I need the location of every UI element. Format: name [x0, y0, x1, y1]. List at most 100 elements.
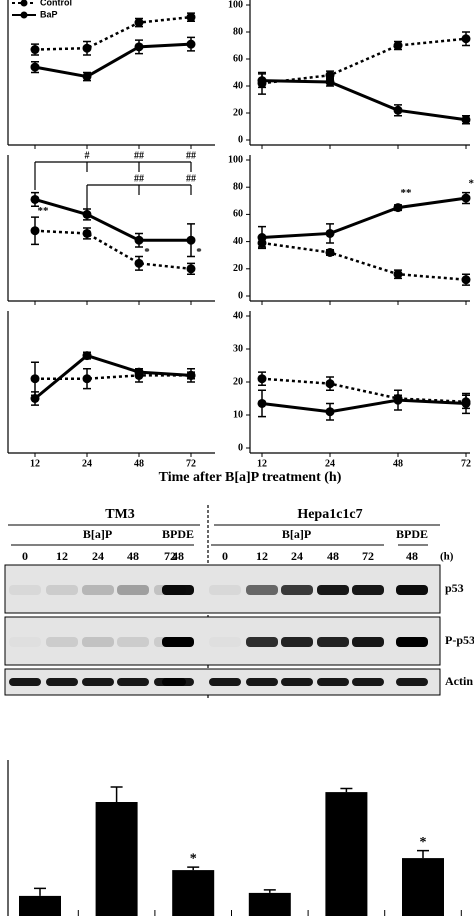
series-line [34, 197, 191, 242]
y-tick-label: 30 [233, 343, 243, 354]
row-label: P-p53(S1 [445, 633, 474, 647]
band [317, 585, 349, 595]
marker [393, 395, 403, 405]
x-tick-label: 48 [393, 458, 403, 469]
marker [257, 374, 267, 384]
y-tick-label: 0 [238, 290, 243, 301]
lane-label: 72 [164, 549, 176, 563]
y-tick-label: 60 [233, 209, 243, 220]
row-label: p53 [445, 581, 464, 595]
band [396, 585, 428, 595]
blot-panel [4, 616, 441, 666]
series-line [34, 15, 192, 51]
treatment-label: BPDE [162, 527, 194, 541]
marker [461, 34, 471, 44]
y-tick-label: 0 [238, 442, 243, 453]
bracket-label: # [85, 150, 90, 161]
marker [257, 76, 267, 86]
y-tick-label: 80 [233, 181, 243, 192]
bracket-label: ## [186, 173, 196, 184]
significance: * [196, 246, 202, 258]
lane-label: 12 [256, 549, 268, 563]
marker [30, 45, 40, 55]
marker [257, 398, 267, 408]
marker [393, 203, 403, 213]
significance: * [190, 851, 197, 866]
series-line [34, 42, 192, 79]
error-bar [417, 849, 429, 859]
marker [325, 379, 335, 389]
y-tick-label: 20 [233, 376, 243, 387]
bar [172, 870, 215, 916]
marker [82, 43, 92, 53]
y-tick-label: 0 [238, 134, 243, 145]
marker [461, 275, 471, 285]
series-line [34, 229, 192, 271]
band [117, 585, 149, 595]
marker [82, 228, 92, 238]
series-line [261, 377, 467, 404]
band [209, 678, 241, 686]
lane-label: 48 [327, 549, 339, 563]
band [162, 678, 194, 686]
series-line [261, 37, 467, 85]
band [209, 637, 241, 647]
band [82, 585, 114, 595]
error-bar [263, 889, 276, 893]
band [246, 678, 278, 686]
series-line [261, 398, 467, 414]
lane-label: 12 [56, 549, 68, 563]
y-tick-label: 40 [233, 80, 243, 91]
marker [30, 394, 40, 403]
band [209, 585, 241, 595]
band [46, 637, 78, 647]
band [396, 637, 428, 647]
bracket-label: ## [186, 150, 196, 161]
x-tick-label: 24 [82, 458, 92, 469]
treatment-label: BPDE [396, 527, 428, 541]
band [352, 585, 384, 595]
marker [30, 62, 40, 72]
marker [30, 194, 40, 204]
treatment-label: B[a]P [83, 527, 112, 541]
x-tick-label: 72 [186, 458, 196, 469]
marker [186, 12, 196, 22]
lane-label: 72 [362, 549, 374, 563]
series-line [261, 196, 467, 240]
marker [257, 233, 267, 243]
marker [325, 77, 335, 87]
lane-label: 24 [291, 549, 303, 563]
band [281, 637, 313, 647]
band [281, 585, 313, 595]
marker [186, 39, 196, 49]
band [352, 637, 384, 647]
marker [82, 72, 92, 82]
marker [325, 247, 335, 257]
y-tick-label: 100 [228, 154, 243, 165]
bar [248, 892, 291, 916]
band [46, 585, 78, 595]
error-bar [34, 887, 46, 896]
bracket-label: ## [134, 173, 144, 184]
y-tick-label: 20 [233, 263, 243, 274]
band [162, 585, 194, 595]
marker [393, 105, 403, 115]
marker [134, 18, 144, 28]
marker [30, 226, 40, 236]
error-bar [340, 787, 353, 793]
group-title: TM3 [105, 507, 135, 522]
band [246, 585, 278, 595]
lane-label: 0 [22, 549, 28, 563]
group-title: Hepa1c1c7 [297, 507, 362, 522]
marker [461, 398, 471, 408]
x-tick-label: 72 [461, 458, 471, 469]
marker [393, 41, 403, 50]
y-tick-label: 60 [233, 53, 243, 64]
band [46, 678, 78, 686]
x-tick-label: 24 [325, 458, 335, 469]
marker [82, 374, 92, 384]
error-bar [187, 866, 200, 871]
legend-label: BaP [40, 9, 58, 19]
significance: ** [469, 178, 474, 190]
y-tick-label: 10 [233, 409, 243, 420]
